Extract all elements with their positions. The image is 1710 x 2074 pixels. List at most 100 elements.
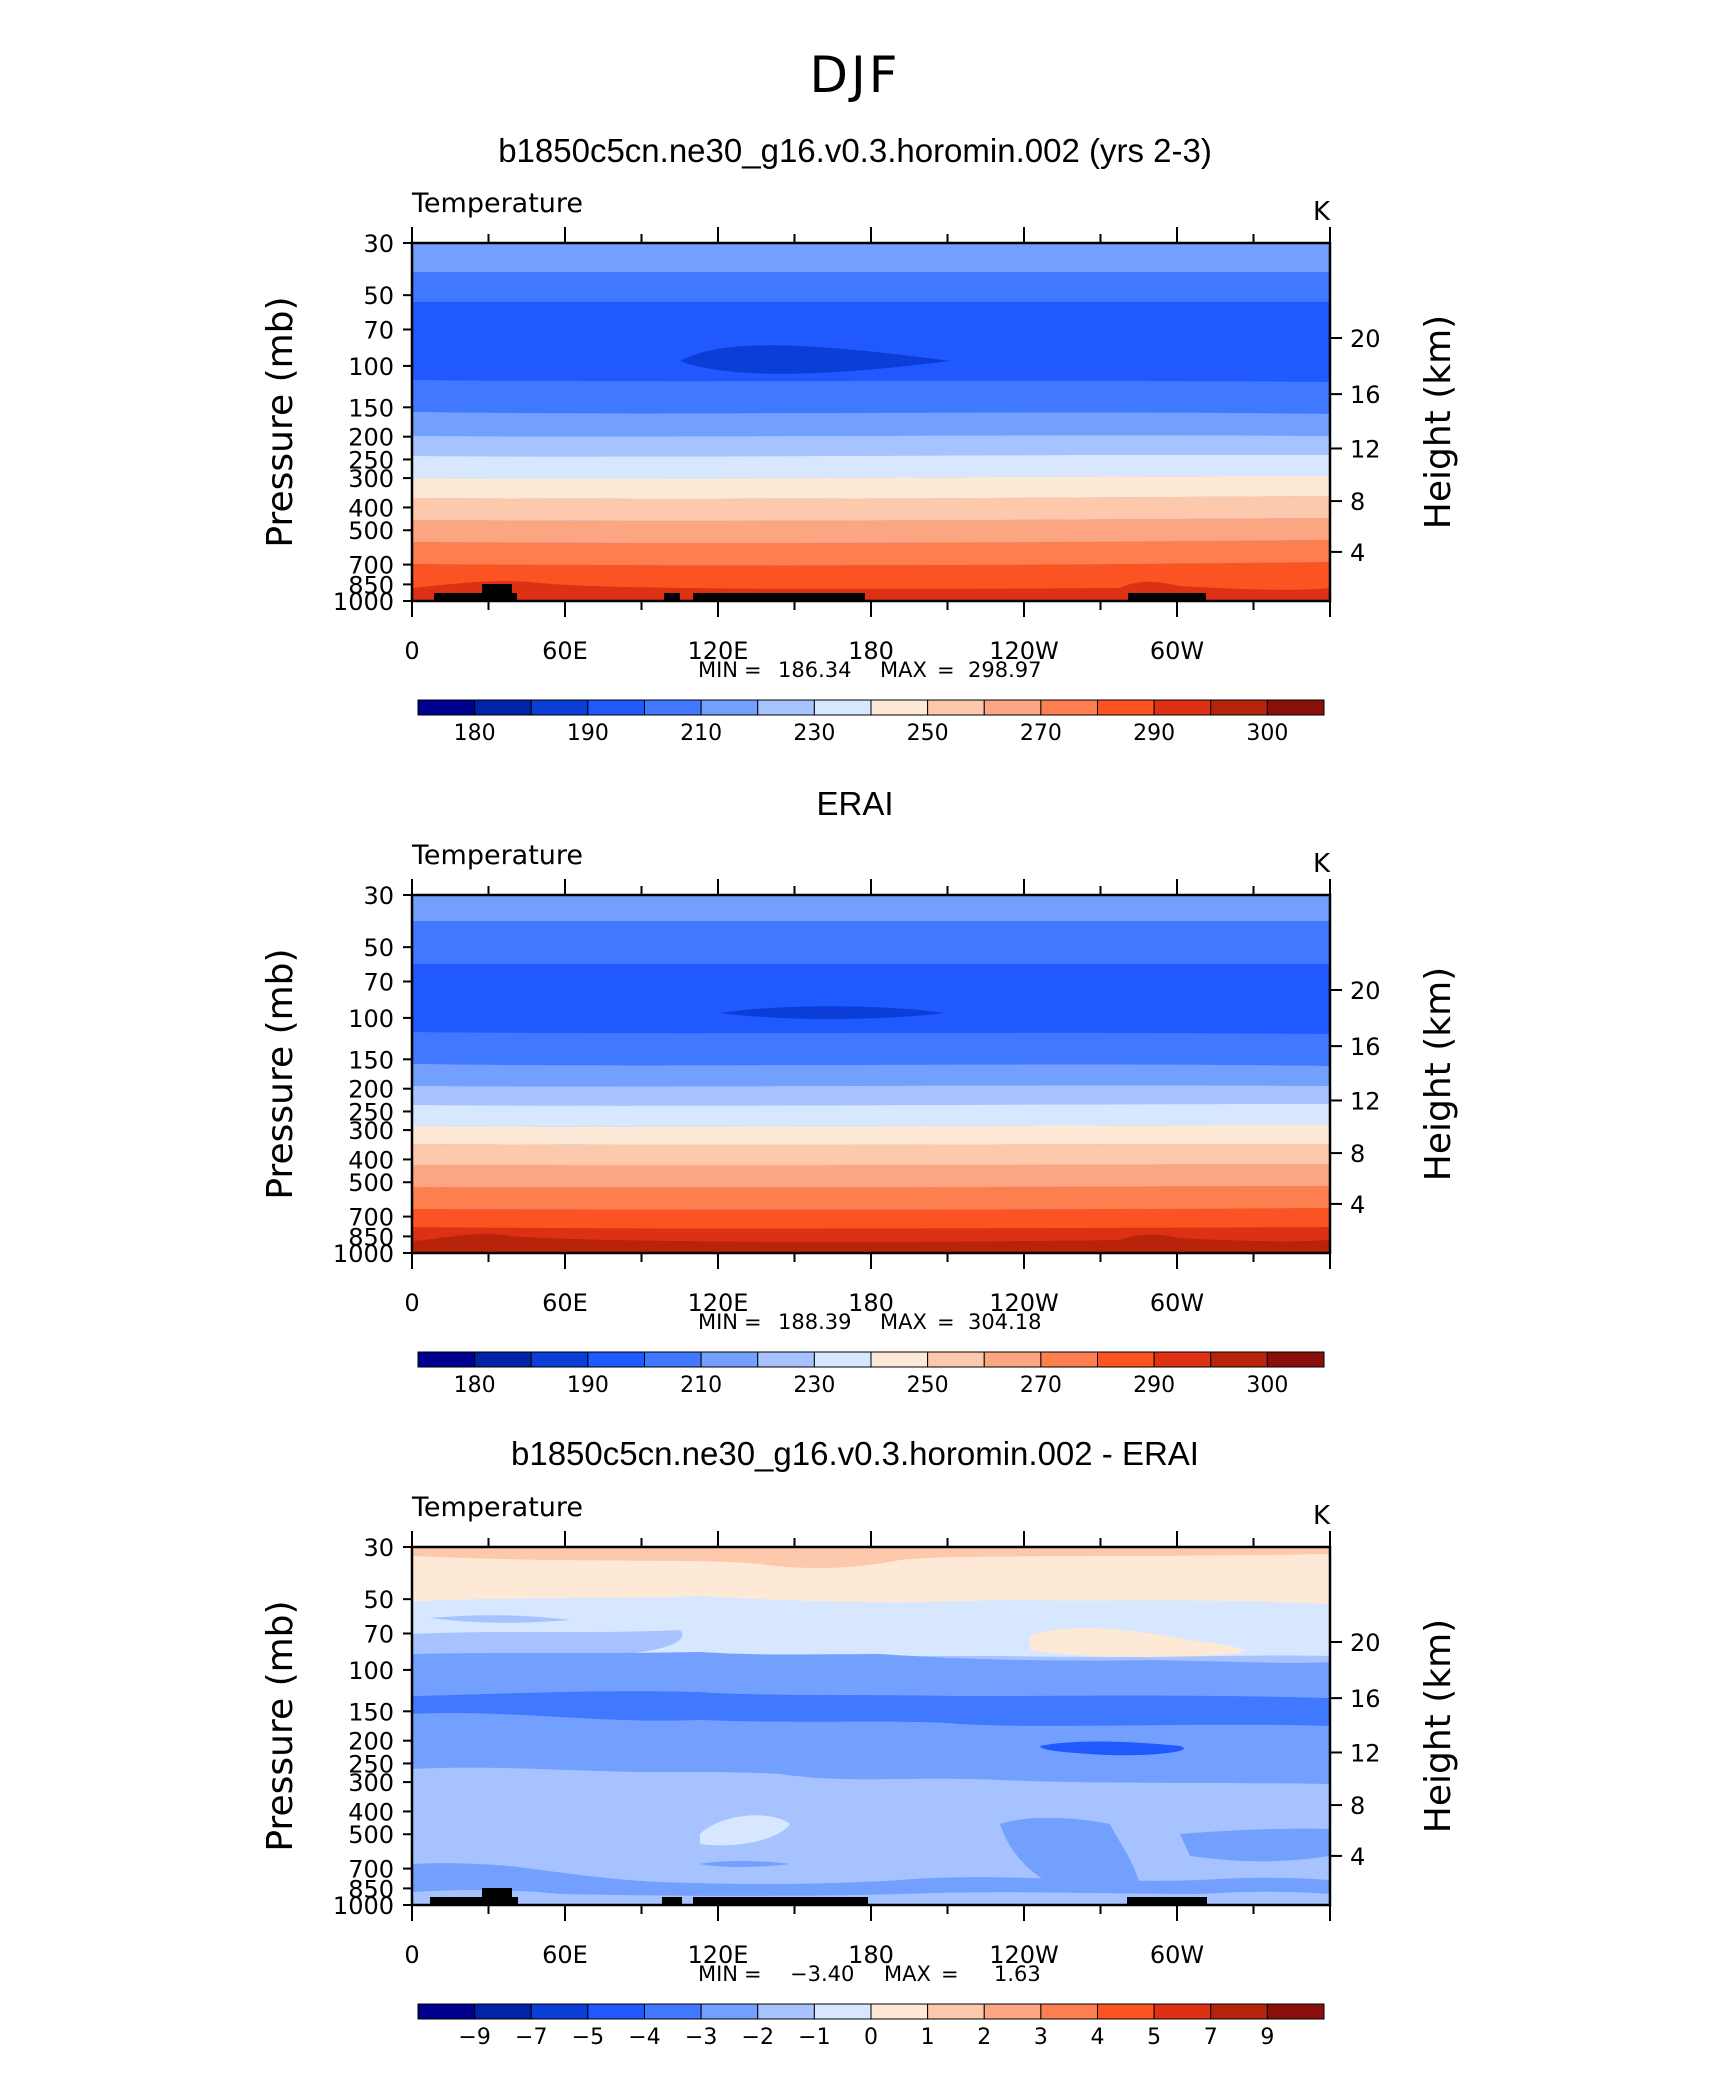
- colorbar-box: [1153, 699, 1212, 716]
- y-tick-label: 30: [363, 882, 394, 910]
- right-tick-label: 20: [1350, 1629, 1381, 1657]
- colorbar-box: [1210, 699, 1268, 716]
- panel-2-min-value: 188.39: [778, 1310, 851, 1334]
- colorbar-box: [644, 2003, 702, 2020]
- band: [412, 496, 1330, 521]
- band: [412, 581, 1330, 601]
- right-tick-label: 8: [1350, 1792, 1365, 1820]
- panel-1-right-axis: 20 16 12 8 4: [1330, 325, 1381, 567]
- colorbar-box: [983, 1351, 1042, 1368]
- y-tick-label: 200: [348, 424, 394, 452]
- colorbar-box: [474, 1351, 532, 1368]
- y-tick-label: 30: [363, 1534, 394, 1562]
- panel-2-field: [412, 895, 1330, 1253]
- colorbar-box: [870, 2003, 929, 2020]
- colorbar-box: [700, 699, 759, 716]
- panel-2-chart: Temperature K 30507010015020025030040050…: [260, 840, 1459, 1398]
- y-tick-label: 50: [363, 1586, 394, 1614]
- panel-1-min-label: MIN: [698, 658, 738, 682]
- y-tick-label: 500: [348, 517, 394, 545]
- y-tick-label: 300: [348, 465, 394, 493]
- colorbar-label: 190: [567, 1373, 609, 1398]
- band: [412, 412, 1330, 437]
- colorbar-box: [757, 699, 815, 716]
- colorbar-box: [644, 699, 702, 716]
- colorbar-label: 300: [1246, 721, 1288, 746]
- x-tick-label: 120W: [989, 1941, 1059, 1969]
- y-tick-label: 400: [348, 494, 394, 522]
- colorbar-box: [587, 2003, 645, 2020]
- colorbar-box: [1266, 1351, 1325, 1368]
- panel-3-field: [412, 1547, 1330, 1905]
- colorbar-box: [417, 699, 476, 716]
- right-tick-label: 16: [1350, 1685, 1381, 1713]
- panel-1-stats: MIN = 186.34 MAX = 298.97: [698, 658, 1041, 682]
- colorbar-box: [813, 699, 872, 716]
- colorbar-label: 290: [1133, 721, 1175, 746]
- right-tick-label: 12: [1350, 1087, 1381, 1115]
- panel-2-min-eq: =: [744, 1310, 762, 1334]
- y-tick-label: 400: [348, 1798, 394, 1826]
- panel-1-min-value: 186.34: [778, 658, 851, 682]
- band: [412, 454, 1330, 479]
- colorbar-label: 180: [454, 1373, 496, 1398]
- terrain: [482, 1888, 512, 1905]
- panel-1-variable: Temperature: [411, 188, 583, 219]
- y-tick-label: 850: [348, 1223, 394, 1251]
- right-tick-label: 12: [1350, 435, 1381, 463]
- right-tick-label: 8: [1350, 1140, 1365, 1168]
- y-tick-label: 150: [348, 1046, 394, 1074]
- panel-2-units: K: [1313, 849, 1331, 879]
- panel-3-min-label: MIN: [698, 1962, 738, 1986]
- cool-blob: [1040, 1741, 1184, 1756]
- y-tick-label: 300: [348, 1117, 394, 1145]
- panel-2-x-axis: 0 60E 120E 180 120W 60W: [404, 879, 1331, 1317]
- colorbar-label: 180: [454, 721, 496, 746]
- blob: [700, 1815, 790, 1846]
- colorbar-box: [417, 1351, 476, 1368]
- colorbar-label: 290: [1133, 1373, 1175, 1398]
- colorbar-box: [870, 699, 929, 716]
- panel-2-left-label: Pressure (mb): [260, 948, 301, 1199]
- panel-3-variable: Temperature: [411, 1492, 583, 1523]
- y-tick-label: 50: [363, 282, 394, 310]
- y-tick-label: 500: [348, 1169, 394, 1197]
- colorbar-box: [530, 1351, 589, 1368]
- y-tick-label: 200: [348, 1076, 394, 1104]
- colorbar-box: [983, 2003, 1042, 2020]
- panel-1-field: [412, 243, 1330, 601]
- y-tick-label: 400: [348, 1146, 394, 1174]
- panel-3-max-value: 1.63: [994, 1962, 1041, 1986]
- cold-core: [720, 1006, 945, 1019]
- terrain: [662, 1897, 682, 1905]
- colorbar-box: [417, 2003, 476, 2020]
- panel-1-chart: Temperature K 30507010015020025030040050…: [260, 188, 1459, 746]
- band: [412, 476, 1330, 499]
- x-tick-label: 120E: [688, 637, 749, 665]
- colorbar-box: [587, 1351, 645, 1368]
- colorbar-box: [530, 2003, 589, 2020]
- y-tick-label: 150: [348, 1698, 394, 1726]
- terrain: [434, 593, 517, 601]
- y-tick-label: 150: [348, 394, 394, 422]
- blob: [1000, 1817, 1140, 1894]
- colorbar-box: [813, 1351, 872, 1368]
- panel-1-max-label: MAX: [880, 658, 927, 682]
- panel-1-right-label: Height (km): [1418, 315, 1459, 529]
- panel-3-right-label: Height (km): [1418, 1619, 1459, 1833]
- y-tick-label: 70: [363, 317, 394, 345]
- right-tick-label: 4: [1350, 1191, 1365, 1219]
- colorbar-box: [474, 699, 532, 716]
- x-tick-label: 60E: [542, 1941, 588, 1969]
- colorbar-box: [1097, 2003, 1155, 2020]
- x-tick-label: 60W: [1150, 637, 1204, 665]
- terrain: [1128, 593, 1206, 601]
- band: [412, 1125, 1330, 1145]
- band: [412, 380, 1330, 414]
- panel-2-stats: MIN = 188.39 MAX = 304.18: [698, 1310, 1041, 1334]
- colorbar-box: [927, 699, 985, 716]
- colorbar-label: 270: [1020, 721, 1062, 746]
- panel-1-colorbar: 180 190 210 230 250 270 290 300: [417, 699, 1325, 746]
- x-tick-label: 120W: [989, 637, 1059, 665]
